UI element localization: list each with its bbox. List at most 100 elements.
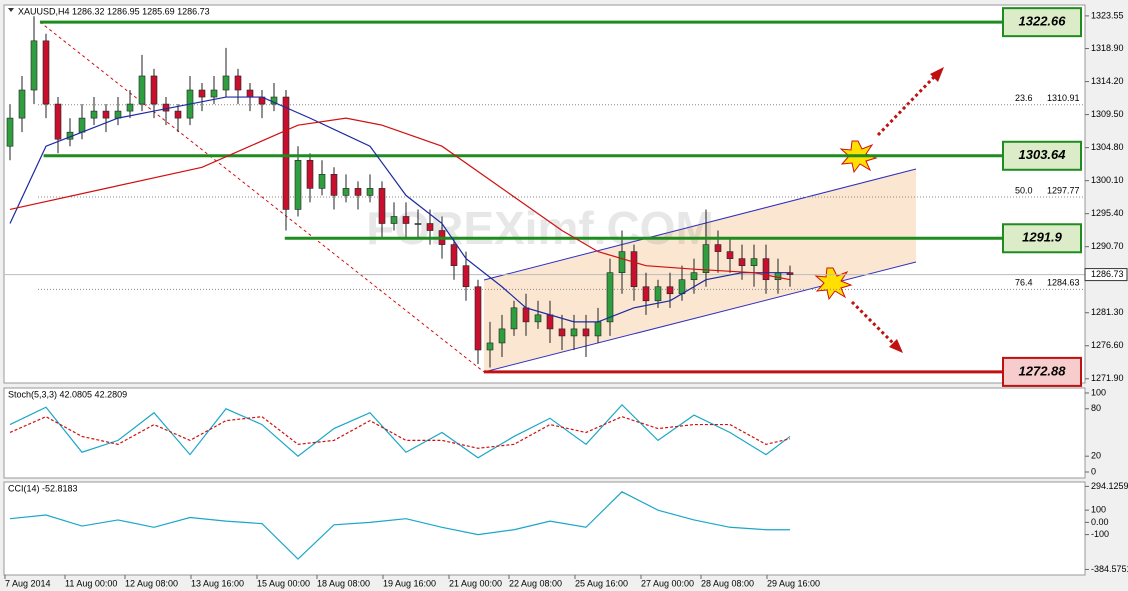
- main-panel: [3, 4, 1086, 384]
- y-tick-label: 1276.60: [1091, 340, 1124, 350]
- x-tick-label: 19 Aug 16:00: [383, 578, 436, 588]
- y-tick-label: 1304.80: [1091, 142, 1124, 152]
- candle-body: [726, 251, 734, 259]
- burst-icon: [814, 267, 853, 301]
- x-tick-label: 13 Aug 16:00: [191, 578, 244, 588]
- arrow-up: [876, 74, 937, 137]
- level-box: [1002, 356, 1082, 387]
- candle-body: [606, 272, 614, 323]
- y-tick-label: 1323.55: [1091, 10, 1124, 20]
- candle-body: [30, 40, 38, 91]
- y-tick-label: 80: [1091, 403, 1101, 413]
- y-tick-label: 294.1259: [1091, 481, 1128, 491]
- candle-body: [426, 223, 434, 231]
- arrow-head: [930, 67, 944, 82]
- level-box: [1002, 7, 1082, 38]
- candle-body: [570, 328, 578, 337]
- watermark: FOREXimf.COM: [366, 202, 714, 254]
- candle-body: [474, 286, 482, 351]
- y-tick-label: 100: [1091, 505, 1106, 515]
- candle-body: [414, 223, 422, 225]
- y-tick-label: 1295.40: [1091, 208, 1124, 218]
- y-tick-label: 0.00: [1091, 517, 1109, 527]
- level-label: 1272.88: [1019, 363, 1067, 378]
- panel-title: Stoch(5,3,3) 42.0805 42.2809: [8, 389, 127, 399]
- candle-body: [702, 244, 710, 273]
- arrow-down: [850, 300, 896, 346]
- candle-body: [750, 258, 758, 266]
- candle-body: [618, 251, 626, 273]
- candle-body: [318, 174, 326, 189]
- x-tick-label: 29 Aug 16:00: [767, 578, 820, 588]
- candle-body: [654, 286, 662, 302]
- indicator-line: [9, 491, 790, 560]
- x-tick-label: 21 Aug 00:00: [449, 578, 502, 588]
- y-tick-label: 1309.50: [1091, 109, 1124, 119]
- candle-body: [210, 89, 218, 98]
- panel-title: CCI(14) -52.8183: [8, 483, 78, 493]
- candle-body: [126, 103, 134, 112]
- candle-body: [78, 117, 86, 133]
- channel-top: [483, 168, 917, 281]
- y-tick-label: 1300.10: [1091, 175, 1124, 185]
- candle-body: [102, 110, 110, 119]
- level-label: 1303.64: [1019, 147, 1067, 162]
- candle-body: [42, 40, 50, 105]
- candle-body: [306, 159, 314, 189]
- last-price-label: 1286.73: [1091, 269, 1124, 279]
- candle-body: [150, 75, 158, 105]
- candle-body: [534, 314, 542, 323]
- level-label: 1291.9: [1022, 230, 1063, 245]
- x-tick-label: 27 Aug 00:00: [641, 578, 694, 588]
- trend-line: [39, 21, 485, 373]
- candle-body: [138, 75, 146, 105]
- candle-body: [294, 159, 302, 210]
- candle-body: [18, 89, 26, 119]
- candle-body: [90, 110, 98, 119]
- fib-price: 1284.63: [1047, 278, 1080, 288]
- fib-price: 1310.91: [1047, 93, 1080, 103]
- candle-body: [450, 244, 458, 266]
- x-tick-label: 11 Aug 00:00: [65, 578, 117, 588]
- candle-body: [498, 328, 506, 344]
- candle-body: [162, 103, 170, 112]
- y-tick-label: -384.5751: [1091, 564, 1128, 574]
- level-label: 1322.66: [1019, 14, 1067, 29]
- arrow-head: [889, 339, 903, 353]
- candle-body: [678, 279, 686, 295]
- x-tick-label: 15 Aug 00:00: [257, 578, 310, 588]
- candle-body: [714, 244, 722, 252]
- candle-body: [642, 286, 650, 302]
- last-price-box: [1084, 268, 1128, 282]
- fib-level: 50.0: [1015, 185, 1033, 195]
- candle-body: [630, 251, 638, 288]
- candle-body: [198, 89, 206, 98]
- y-tick-label: 100: [1091, 387, 1106, 397]
- y-tick-label: 1271.90: [1091, 373, 1124, 383]
- candle-body: [546, 314, 554, 330]
- candle-body: [378, 188, 386, 224]
- candle-body: [174, 110, 182, 119]
- candle-body: [690, 272, 698, 281]
- channel-bottom: [483, 261, 917, 373]
- level-box: [1002, 140, 1082, 171]
- candle-body: [594, 321, 602, 337]
- candle-body: [738, 258, 746, 266]
- candle-body: [234, 75, 242, 91]
- fib-price: 1297.77: [1047, 185, 1080, 195]
- candle-body: [114, 110, 122, 119]
- candle-body: [6, 117, 14, 147]
- indicator-line: [9, 117, 791, 281]
- x-tick-label: 12 Aug 08:00: [125, 578, 178, 588]
- y-tick-label: 1314.20: [1091, 76, 1124, 86]
- candle-body: [774, 272, 782, 281]
- candle-body: [222, 75, 230, 91]
- candle-body: [462, 265, 470, 288]
- candle-body: [246, 89, 254, 98]
- level-box: [1002, 223, 1082, 254]
- indicator-line: [9, 403, 791, 459]
- menu-icon: [8, 8, 14, 12]
- y-tick-label: 20: [1091, 451, 1101, 461]
